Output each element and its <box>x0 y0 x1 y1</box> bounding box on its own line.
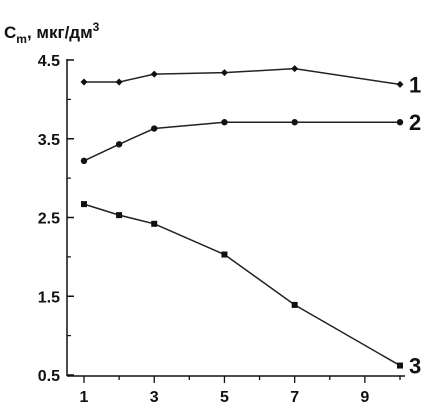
y-axis-label-superscript: 3 <box>93 20 100 34</box>
x-tick-label: 7 <box>290 389 299 406</box>
data-point <box>151 220 158 227</box>
data-point <box>221 251 228 258</box>
y-axis-label-subscript: m <box>16 32 27 46</box>
x-tick-label: 5 <box>220 389 229 406</box>
y-tick-label: 1.5 <box>38 289 60 306</box>
series-2: 2 <box>80 110 421 164</box>
data-point <box>115 78 123 86</box>
series-line <box>84 67 401 86</box>
data-point <box>221 119 228 126</box>
y-tick-label: 4.5 <box>38 53 60 70</box>
x-axis-ticks: 1 3 5 7 9 <box>80 376 401 406</box>
data-point <box>220 69 228 77</box>
data-point <box>291 301 298 308</box>
data-point <box>116 212 123 219</box>
data-point <box>150 70 158 78</box>
data-point <box>291 119 298 126</box>
series-label: 3 <box>409 354 421 379</box>
x-tick-label: 3 <box>150 389 159 406</box>
data-point <box>396 119 404 126</box>
y-tick-label: 2.5 <box>38 211 60 228</box>
data-point <box>80 78 88 86</box>
data-point <box>80 157 88 164</box>
data-point <box>115 141 123 148</box>
series-label: 2 <box>409 110 421 135</box>
y-axis-label-unit: , мкг/дм <box>27 23 93 42</box>
data-point <box>396 80 404 88</box>
y-tick-label: 3.5 <box>38 132 60 149</box>
x-tick-label: 9 <box>360 389 369 406</box>
series-label: 1 <box>409 72 421 97</box>
y-axis-ticks: 0.5 1.5 2.5 3.5 4.5 <box>38 53 74 385</box>
series-layer: 1 2 3 <box>80 65 421 379</box>
series-line <box>83 203 401 367</box>
series-line <box>83 121 400 162</box>
data-point <box>397 362 403 369</box>
y-tick-label: 0.5 <box>38 368 60 385</box>
data-point <box>291 65 299 73</box>
y-axis-label: Cm, мкг/дм3 <box>4 20 100 46</box>
series-1: 1 <box>80 65 421 97</box>
series-3: 3 <box>81 201 421 379</box>
data-point <box>151 125 158 132</box>
data-point <box>81 201 87 208</box>
y-axis-label-symbol: C <box>4 23 16 42</box>
x-tick-label: 1 <box>80 389 89 406</box>
